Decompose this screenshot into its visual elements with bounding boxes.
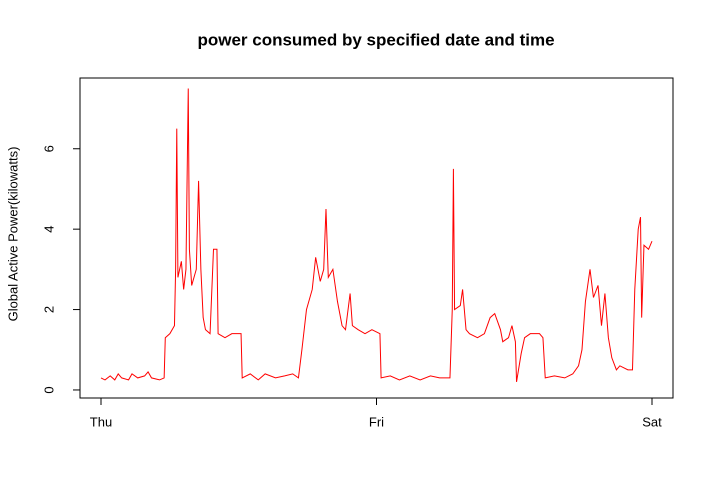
y-tick-label: 0	[41, 386, 56, 393]
y-axis-label: Global Active Power(kilowatts)	[5, 147, 20, 322]
x-tick-label: Fri	[369, 414, 384, 429]
x-tick-label: Sat	[642, 414, 662, 429]
y-tick-label: 4	[41, 226, 56, 233]
data-line	[100, 88, 653, 383]
y-tick-label: 6	[41, 145, 56, 152]
x-tick-label: Thu	[90, 414, 112, 429]
y-tick-label: 2	[41, 306, 56, 313]
chart-title: power consumed by specified date and tim…	[197, 30, 554, 49]
